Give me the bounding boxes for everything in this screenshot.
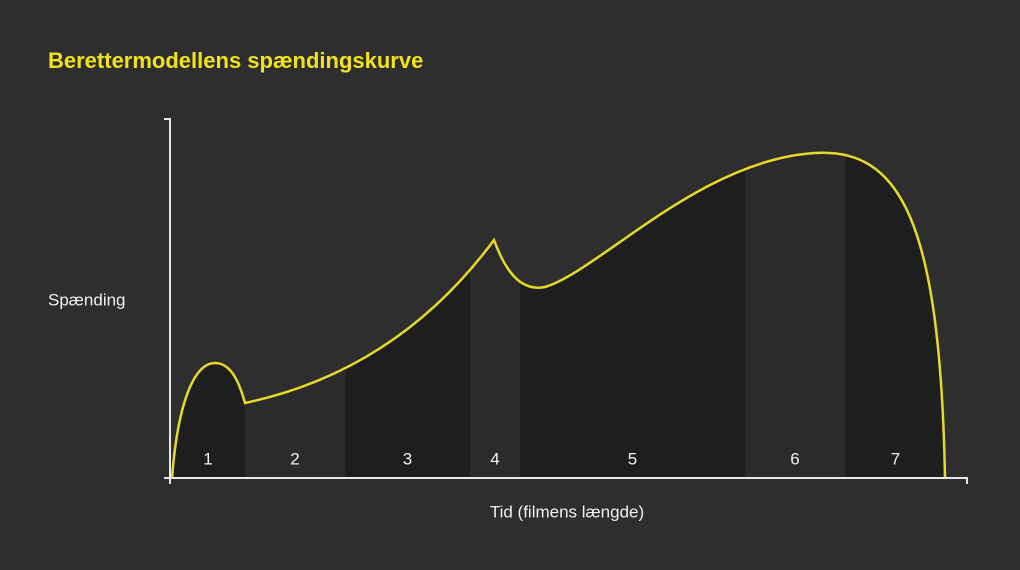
segment-band [745,152,845,478]
segment-label: 6 [790,449,799,468]
segment-label: 4 [490,449,499,468]
y-axis-label: Spænding [48,290,126,309]
segment-label: 1 [203,449,212,468]
tension-curve [170,151,947,479]
segment-label: 7 [891,449,900,468]
x-axis-label: Tid (filmens længde) [490,502,644,521]
segment-label: 5 [628,449,637,468]
segment-label: 3 [403,449,412,468]
title: Berettermodellens spændingskurve [48,48,423,73]
segment-label: 2 [290,449,299,468]
